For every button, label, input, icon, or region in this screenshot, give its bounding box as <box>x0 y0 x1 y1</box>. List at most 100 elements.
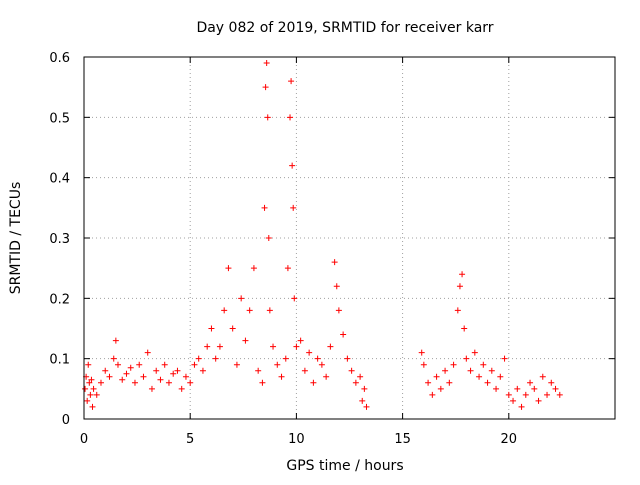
data-point-marker <box>552 385 559 392</box>
data-point-marker <box>157 376 164 383</box>
grid-layer <box>84 57 615 419</box>
data-point-marker <box>340 331 347 338</box>
data-point-marker <box>437 385 444 392</box>
data-point-marker <box>284 265 291 272</box>
data-point-marker <box>153 367 160 374</box>
data-point-marker <box>82 385 89 392</box>
data-point-marker <box>497 373 504 380</box>
y-tick-label: 0.5 <box>49 111 70 126</box>
data-point-marker <box>187 379 194 386</box>
data-point-marker <box>278 373 285 380</box>
data-point-marker <box>484 379 491 386</box>
data-point-marker <box>420 361 427 368</box>
data-point-marker <box>493 385 500 392</box>
data-point-marker <box>539 373 546 380</box>
x-tick-label: 15 <box>394 432 411 447</box>
data-point-marker <box>161 361 168 368</box>
data-point-marker <box>262 84 269 91</box>
data-point-marker <box>106 373 113 380</box>
data-point-marker <box>221 307 228 314</box>
data-point-marker <box>531 385 538 392</box>
data-point-marker <box>87 391 94 398</box>
data-point-marker <box>331 259 338 266</box>
data-point-marker <box>297 337 304 344</box>
data-point-marker <box>246 307 253 314</box>
data-point-marker <box>174 367 181 374</box>
data-point-marker <box>204 343 211 350</box>
data-point-marker <box>480 361 487 368</box>
data-point-marker <box>450 361 457 368</box>
x-tick-label: 5 <box>186 432 194 447</box>
data-point-marker <box>140 373 147 380</box>
x-tick-label: 20 <box>501 432 518 447</box>
data-point-marker <box>333 283 340 290</box>
y-tick-label: 0.2 <box>49 292 70 307</box>
data-point-marker <box>287 114 294 121</box>
data-point-marker <box>476 373 483 380</box>
x-axis-title: GPS time / hours <box>286 458 403 474</box>
data-point-marker <box>84 397 91 404</box>
data-point-marker <box>344 355 351 362</box>
data-point-marker <box>123 370 130 377</box>
data-point-marker <box>510 397 517 404</box>
data-point-marker <box>518 403 525 410</box>
data-point-marker <box>327 343 334 350</box>
data-point-marker <box>199 367 206 374</box>
data-point-marker <box>208 325 215 332</box>
data-point-marker <box>505 391 512 398</box>
data-point-marker <box>238 295 245 302</box>
data-point-marker <box>310 379 317 386</box>
data-point-marker <box>318 361 325 368</box>
data-point-marker <box>335 307 342 314</box>
data-point-marker <box>527 379 534 386</box>
data-point-marker <box>97 379 104 386</box>
data-point-marker <box>261 204 268 211</box>
data-point-marker <box>461 325 468 332</box>
data-point-marker <box>119 376 126 383</box>
data-point-marker <box>263 60 270 67</box>
data-point-marker <box>429 391 436 398</box>
data-point-marker <box>195 355 202 362</box>
data-point-marker <box>182 373 189 380</box>
data-point-marker <box>548 379 555 386</box>
data-point-marker <box>259 379 266 386</box>
marker-layer <box>82 60 563 410</box>
data-point-marker <box>556 391 563 398</box>
y-axis-title: SRMTID / TECUs <box>8 182 24 295</box>
data-point-marker <box>265 235 272 241</box>
data-point-marker <box>266 307 273 314</box>
data-point-marker <box>359 397 366 404</box>
data-point-marker <box>225 265 232 272</box>
data-point-marker <box>535 397 542 404</box>
data-point-marker <box>288 78 295 85</box>
data-point-marker <box>467 367 474 374</box>
data-point-marker <box>290 204 297 211</box>
data-point-marker <box>314 355 321 362</box>
data-point-marker <box>212 355 219 362</box>
x-tick-label: 10 <box>288 432 305 447</box>
data-point-marker <box>442 367 449 374</box>
data-point-marker <box>165 379 172 386</box>
data-point-marker <box>361 385 368 392</box>
data-point-marker <box>264 114 271 121</box>
data-point-marker <box>89 403 96 410</box>
data-point-marker <box>301 367 308 374</box>
data-point-marker <box>148 385 155 392</box>
data-point-marker <box>514 385 521 392</box>
data-point-marker <box>170 370 177 377</box>
data-point-marker <box>86 379 93 386</box>
y-tick-label: 0.3 <box>49 232 70 247</box>
data-point-marker <box>501 355 508 362</box>
data-point-marker <box>144 349 151 356</box>
data-point-marker <box>522 391 529 398</box>
data-point-marker <box>363 403 370 410</box>
data-point-marker <box>274 361 281 368</box>
data-point-marker <box>291 295 298 302</box>
y-tick-label: 0.6 <box>49 51 70 66</box>
data-point-marker <box>90 385 97 392</box>
data-point-marker <box>127 364 134 371</box>
data-point-marker <box>418 349 425 356</box>
data-point-marker <box>425 379 432 386</box>
x-tick-label: 0 <box>80 432 88 447</box>
